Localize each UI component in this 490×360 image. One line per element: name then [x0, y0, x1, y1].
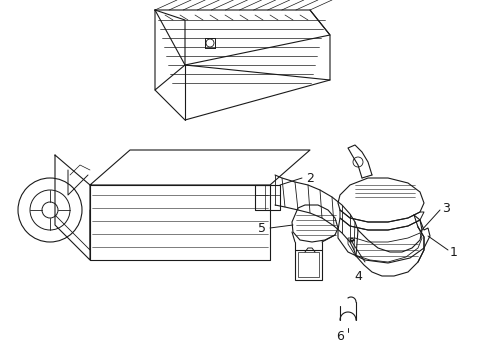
Text: 4: 4 [354, 270, 362, 283]
Text: 5: 5 [258, 221, 266, 234]
Text: 1: 1 [450, 246, 458, 258]
Text: 2: 2 [306, 171, 314, 185]
Text: 6: 6 [336, 329, 344, 342]
Text: 3: 3 [442, 202, 450, 215]
